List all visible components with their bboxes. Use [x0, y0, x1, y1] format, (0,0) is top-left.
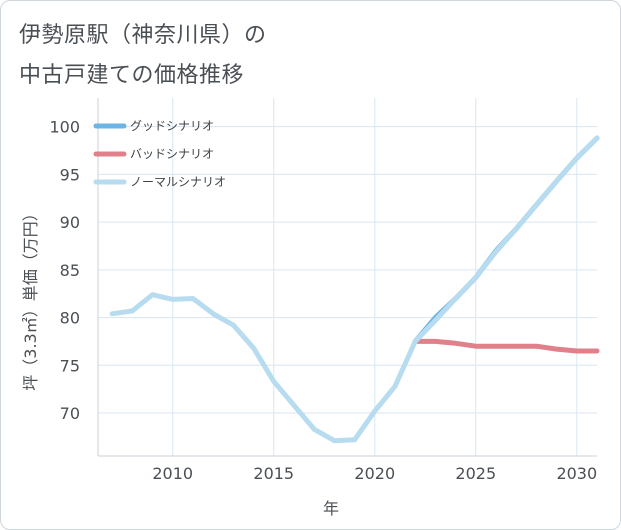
legend-label-good: グッドシナリオ — [130, 119, 214, 133]
y-tick-label: 95 — [60, 165, 80, 184]
series-line-normal — [109, 135, 600, 444]
x-tick-label: 2030 — [556, 464, 597, 483]
x-tick-label: 2025 — [455, 464, 496, 483]
y-axis-ticks: 70 75 80 85 90 95 100 — [49, 118, 80, 423]
y-tick-label: 70 — [60, 404, 80, 423]
legend-label-bad: バッドシナリオ — [130, 147, 214, 161]
plot-area — [97, 98, 597, 457]
series-line-bad — [412, 338, 600, 354]
legend-label-normal: ノーマルシナリオ — [130, 175, 226, 189]
y-tick-label: 85 — [60, 261, 80, 280]
chart-title-line-2: 中古戸建ての価格推移 — [19, 63, 245, 88]
y-tick-label: 75 — [60, 356, 80, 375]
x-axis-title: 年 — [323, 499, 339, 518]
series-lines — [109, 135, 600, 444]
y-tick-label: 80 — [60, 309, 80, 328]
x-tick-label: 2020 — [354, 464, 395, 483]
y-tick-label: 100 — [49, 118, 80, 137]
chart-title-line-1: 伊勢原駅（神奈川県）の — [19, 23, 267, 48]
y-axis-title: 坪（3.3㎡）単価（万円） — [21, 205, 40, 390]
x-tick-label: 2015 — [253, 464, 294, 483]
x-axis-ticks: 2010 2015 2020 2025 2030 — [152, 464, 597, 483]
x-tick-label: 2010 — [152, 464, 193, 483]
y-tick-label: 90 — [60, 213, 80, 232]
